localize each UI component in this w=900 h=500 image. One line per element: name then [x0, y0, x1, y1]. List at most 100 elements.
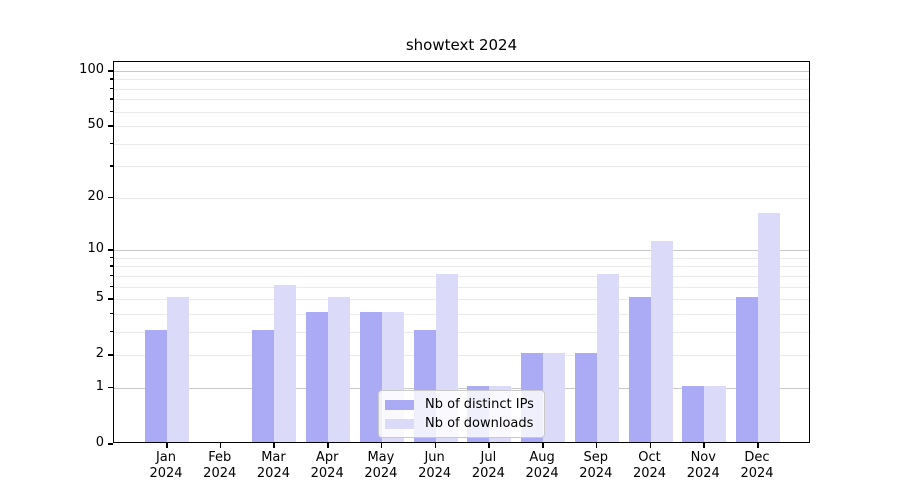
year-label: 2024 — [256, 466, 290, 481]
y-tick-label: 10 — [87, 241, 104, 257]
legend-swatch-downloads — [385, 418, 414, 429]
legend-swatch-distinct-ips — [385, 399, 414, 410]
minor-gridline — [114, 166, 809, 168]
bar-nb-of-distinct-ips-dec — [736, 297, 758, 442]
x-tick-label-feb: Feb 2024 — [185, 450, 255, 482]
y-minor-tick-mark — [110, 98, 113, 100]
x-tick-mark — [488, 443, 490, 448]
month-label: Oct — [638, 450, 661, 465]
y-tick-label: 0 — [95, 435, 104, 450]
bar-nb-of-downloads-sep — [596, 273, 619, 442]
month-label: May — [367, 450, 395, 465]
year-label: 2024 — [149, 466, 183, 481]
major-gridline — [114, 387, 809, 389]
y-minor-tick-mark — [110, 285, 113, 288]
x-tick-label-apr: Apr 2024 — [292, 450, 362, 482]
y-tick-mark — [108, 249, 113, 251]
y-minor-tick-mark — [110, 142, 113, 145]
x-tick-label-jul: Jul 2024 — [453, 450, 523, 482]
y-minor-tick-mark — [110, 110, 113, 113]
x-tick-mark — [273, 443, 275, 448]
y-minor-tick-mark — [110, 265, 113, 267]
minor-gridline — [114, 275, 809, 277]
bar-nb-of-distinct-ips-sep — [574, 353, 597, 442]
y-tick-label: 1 — [95, 378, 104, 394]
bar-nb-of-distinct-ips-apr — [306, 311, 329, 442]
y-tick-mark — [108, 386, 113, 389]
x-tick-label-nov: Nov 2024 — [668, 450, 738, 482]
year-label: 2024 — [418, 466, 452, 481]
x-tick-label-aug: Aug 2024 — [507, 450, 577, 482]
x-tick-label-jun: Jun 2024 — [400, 450, 470, 482]
minor-gridline — [114, 286, 809, 288]
x-tick-label-sep: Sep 2024 — [561, 450, 631, 482]
y-tick-mark — [108, 125, 113, 127]
month-label: Jan — [155, 450, 177, 465]
year-label: 2024 — [579, 466, 613, 481]
y-tick-mark — [108, 298, 113, 300]
x-tick-mark — [434, 443, 437, 448]
x-tick-label-dec: Dec 2024 — [722, 450, 792, 482]
month-label: Jun — [424, 450, 445, 465]
legend-entry-downloads: Nb of downloads — [385, 416, 534, 431]
y-tick-mark — [108, 354, 113, 356]
month-label: Sep — [583, 450, 609, 465]
x-tick-mark — [380, 443, 383, 448]
bar-nb-of-distinct-ips-jan — [145, 329, 167, 442]
minor-gridline — [114, 88, 809, 90]
year-label: 2024 — [740, 466, 774, 481]
y-minor-tick-mark — [110, 78, 113, 80]
plot-area: Nb of distinct IPs Nb of downloads — [113, 61, 810, 443]
minor-gridline — [114, 99, 809, 101]
major-gridline — [114, 71, 809, 72]
y-minor-tick-mark — [110, 274, 113, 277]
y-minor-tick-mark — [110, 165, 113, 167]
y-tick-label: 5 — [95, 290, 104, 306]
x-tick-mark — [595, 443, 598, 448]
y-tick-mark — [108, 70, 113, 72]
bar-nb-of-distinct-ips-may — [359, 311, 382, 442]
bar-nb-of-distinct-ips-mar — [252, 329, 275, 442]
month-label: Mar — [261, 450, 286, 465]
y-tick-label: 2 — [95, 346, 104, 362]
month-label: Apr — [315, 450, 339, 465]
legend-label-distinct-ips: Nb of distinct IPs — [425, 397, 534, 412]
x-tick-label-mar: Mar 2024 — [238, 450, 308, 482]
year-label: 2024 — [686, 466, 720, 481]
minor-gridline — [114, 355, 809, 357]
x-tick-mark — [219, 443, 222, 448]
y-tick-label: 100 — [79, 62, 104, 77]
legend-entry-distinct-ips: Nb of distinct IPs — [385, 397, 534, 412]
year-label: 2024 — [310, 466, 344, 481]
year-label: 2024 — [525, 466, 559, 481]
x-tick-mark — [542, 443, 544, 448]
year-label: 2024 — [632, 466, 667, 481]
minor-gridline — [114, 126, 809, 128]
minor-gridline — [114, 111, 809, 113]
y-minor-tick-mark — [110, 87, 113, 90]
y-tick-mark — [108, 196, 113, 199]
x-tick-mark — [703, 443, 705, 448]
x-tick-mark — [757, 443, 759, 448]
bar-nb-of-downloads-jan — [167, 297, 189, 442]
minor-gridline — [114, 197, 809, 199]
minor-gridline — [114, 257, 809, 259]
minor-gridline — [114, 331, 809, 333]
x-tick-mark — [166, 443, 168, 448]
bar-nb-of-downloads-aug — [543, 353, 566, 442]
major-gridline — [114, 250, 809, 252]
bar-nb-of-distinct-ips-oct — [628, 297, 651, 442]
bar-nb-of-downloads-dec — [758, 213, 780, 442]
x-tick-mark — [649, 443, 652, 448]
y-tick-mark — [108, 443, 113, 445]
y-minor-tick-mark — [110, 330, 113, 333]
x-tick-mark — [327, 443, 329, 448]
month-label: Feb — [208, 450, 232, 465]
year-label: 2024 — [364, 466, 398, 481]
minor-gridline — [114, 79, 809, 81]
bar-nb-of-downloads-apr — [328, 297, 351, 442]
year-label: 2024 — [471, 466, 505, 481]
minor-gridline — [114, 299, 809, 301]
bar-nb-of-downloads-nov — [704, 385, 727, 442]
